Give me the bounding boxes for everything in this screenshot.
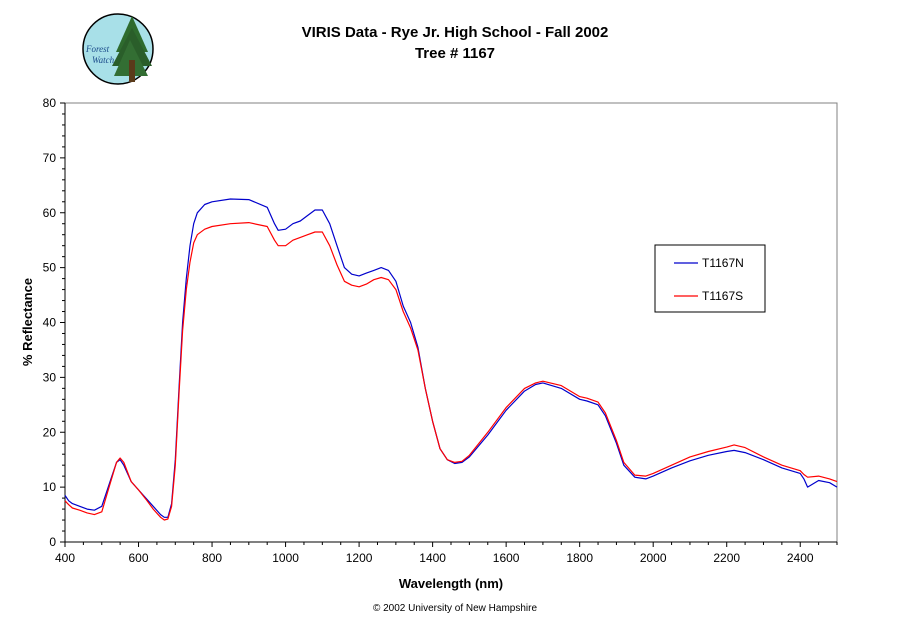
series-line-t1167n: [64, 198, 838, 518]
y-axis-title: % Reflectance: [20, 278, 35, 366]
x-tick-label: 1000: [272, 551, 299, 565]
x-tick-label: 800: [202, 551, 222, 565]
forest-watch-logo: Forest Watch: [82, 13, 154, 85]
x-tick-label: 1800: [566, 551, 593, 565]
x-tick-label: 1200: [346, 551, 373, 565]
series-group: [64, 198, 838, 521]
y-tick-label: 50: [43, 261, 57, 275]
legend-label-t1167s: T1167S: [702, 289, 743, 303]
chart-subtitle: Tree # 1167: [415, 45, 495, 62]
tree-icon: [112, 16, 152, 82]
x-tick-label: 2200: [713, 551, 740, 565]
y-tick-label: 0: [49, 535, 56, 549]
y-axis: 0 10 20 30 40 50 60 70 80: [43, 96, 66, 549]
legend: T1167N T1167S: [654, 244, 766, 313]
x-axis: 400 600 800 1000 1200 1400 1600 1800 2000 2200 240…: [55, 541, 838, 565]
y-tick-label: 40: [43, 316, 57, 330]
legend-label-t1167n: T1167N: [702, 256, 744, 270]
legend-box: [654, 244, 766, 313]
x-tick-label: 2000: [640, 551, 667, 565]
y-tick-label: 20: [43, 425, 57, 439]
y-tick-label: 70: [43, 151, 57, 165]
y-tick-label: 60: [43, 206, 57, 220]
logo-line1: Forest: [85, 44, 110, 54]
x-tick-label: 1400: [419, 551, 446, 565]
x-axis-title: Wavelength (nm): [399, 576, 503, 591]
chart-title: VIRIS Data - Rye Jr. High School - Fall …: [302, 24, 609, 41]
x-tick-label: 2400: [787, 551, 814, 565]
y-tick-label: 10: [43, 480, 57, 494]
series-line-t1167s: [64, 222, 838, 521]
x-tick-label: 1600: [493, 551, 520, 565]
x-tick-label: 400: [55, 551, 75, 565]
x-tick-label: 600: [129, 551, 149, 565]
y-tick-label: 80: [43, 96, 57, 110]
copyright-footer: © 2002 University of New Hampshire: [373, 603, 538, 614]
logo-line2: Watch: [92, 55, 115, 65]
y-tick-label: 30: [43, 370, 57, 384]
plot-area: [64, 102, 838, 543]
